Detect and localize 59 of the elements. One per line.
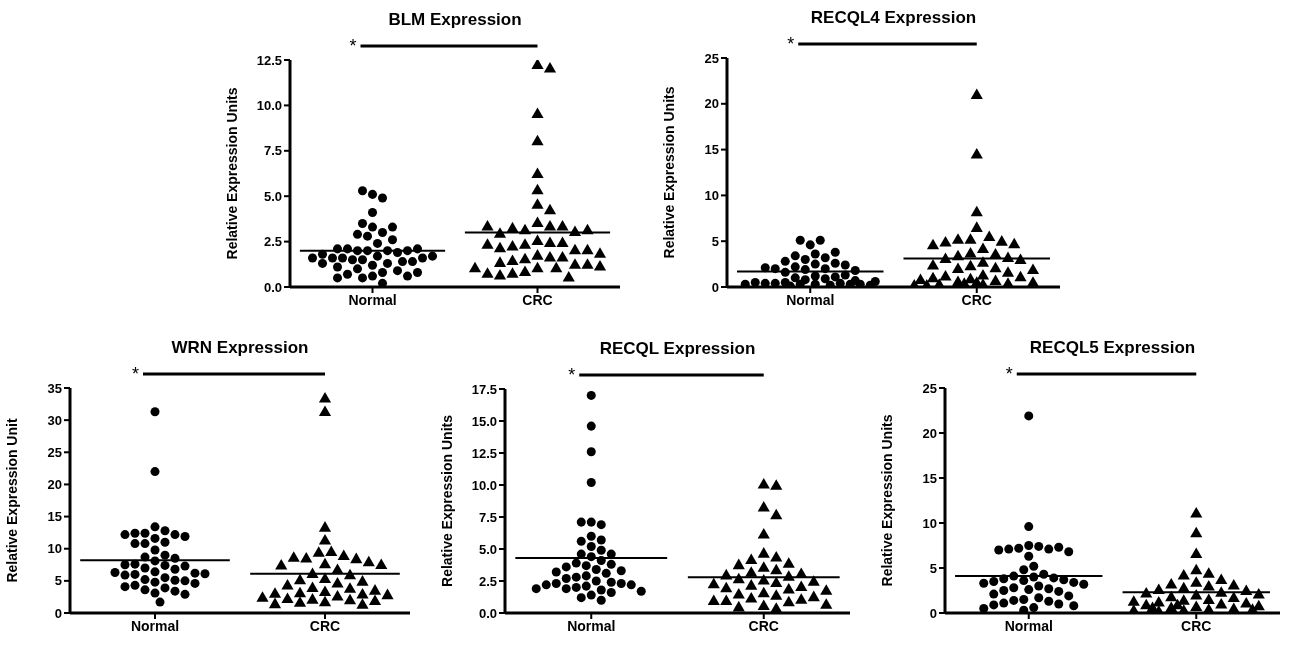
x-tick-label: Normal (348, 291, 397, 308)
y-tick-label: 0.0 (478, 605, 497, 621)
x-tick-label: Normal (786, 291, 835, 308)
y-tick-label: 7.5 (263, 143, 282, 159)
x-tick-label: CRC (748, 617, 779, 634)
y-tick-label: 7.5 (478, 509, 497, 525)
y-tick-label: 10.0 (471, 477, 497, 493)
y-tick-label: 5 (54, 573, 62, 589)
chart-title: RECQL5 Expression (1028, 338, 1197, 358)
y-axis-title: Relative Expression Units (878, 414, 895, 587)
y-tick-label: 10 (704, 188, 719, 204)
text: * (1005, 364, 1013, 384)
x-tick-label: CRC (1181, 617, 1212, 634)
chart-title: RECQL Expression (598, 339, 757, 359)
x-tick-label: CRC (522, 291, 553, 308)
x-tick-label: CRC (961, 291, 992, 308)
y-tick-label: 10 (47, 541, 62, 557)
chart-title: WRN Expression (170, 338, 310, 358)
chart-title: BLM Expression (387, 10, 523, 30)
y-tick-label: 2.5 (478, 573, 497, 589)
y-tick-label: 0 (711, 279, 719, 295)
y-tick-label: 15.0 (471, 413, 497, 429)
y-tick-label: 0 (54, 605, 62, 621)
text: * (349, 36, 357, 56)
x-tick-label: Normal (130, 617, 180, 634)
y-tick-label: 5 (929, 560, 937, 576)
y-tick-label: 25 (47, 444, 62, 460)
y-axis-title: Relative Expression Units (660, 86, 677, 259)
y-tick-label: 15 (47, 509, 62, 525)
y-tick-label: 5 (711, 233, 719, 249)
y-tick-label: 10.0 (256, 98, 282, 114)
y-tick-label: 2.5 (263, 234, 282, 250)
y-tick-label: 15 (922, 470, 937, 486)
text: * (131, 364, 139, 384)
x-tick-label: Normal (567, 617, 616, 634)
chart-title: RECQL4 Expression (809, 8, 978, 28)
y-axis-title: Relative Expression Units (438, 414, 455, 587)
y-tick-label: 12.5 (256, 52, 282, 68)
y-tick-label: 5.0 (478, 541, 497, 557)
y-axis-title: Relative Expression Units (223, 87, 240, 260)
y-tick-label: 20 (704, 96, 719, 112)
y-tick-label: 0.0 (263, 279, 282, 295)
text: * (568, 365, 576, 385)
x-tick-label: Normal (1004, 617, 1053, 634)
y-tick-label: 10 (922, 515, 937, 531)
y-tick-label: 0 (929, 605, 937, 621)
y-tick-label: 12.5 (471, 445, 497, 461)
y-tick-label: 30 (47, 412, 62, 428)
y-tick-label: 20 (47, 477, 62, 493)
text: * (787, 34, 795, 54)
y-tick-label: 35 (47, 380, 62, 396)
y-tick-label: 15 (704, 142, 719, 158)
y-tick-label: 25 (922, 380, 937, 396)
x-tick-label: CRC (309, 617, 341, 634)
y-tick-label: 25 (704, 50, 719, 66)
y-tick-label: 17.5 (471, 381, 497, 397)
y-tick-label: 5.0 (263, 188, 282, 204)
y-axis-title: Relative Expression Unit (3, 418, 20, 583)
y-tick-label: 20 (922, 425, 937, 441)
